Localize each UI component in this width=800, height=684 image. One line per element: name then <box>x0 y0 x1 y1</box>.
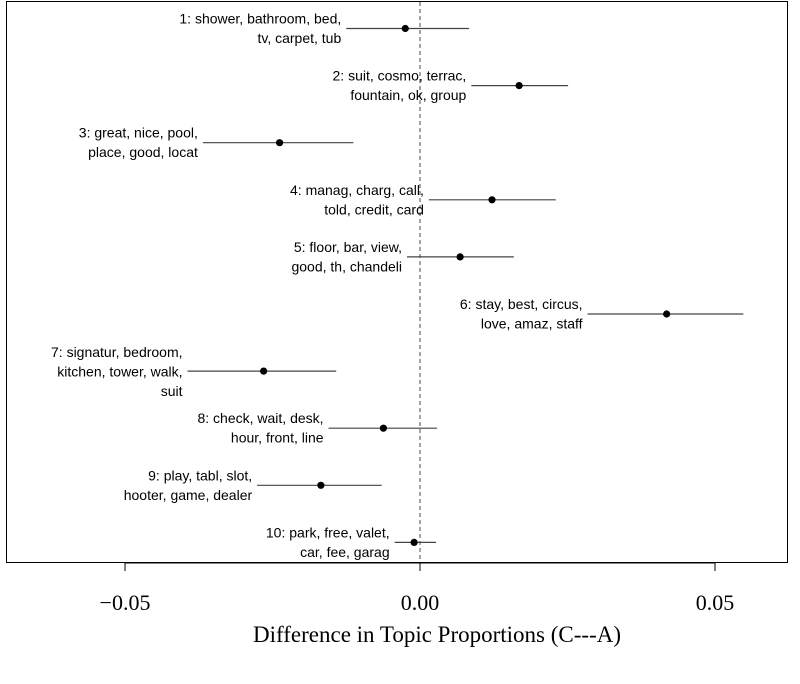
topic-label-line: tv, carpet, tub <box>257 30 341 46</box>
topic-7: 7: signatur, bedroom, kitchen, tower, wal… <box>51 344 337 399</box>
topic-label-line: told, credit, card <box>324 201 424 217</box>
topic-label-line: good, th, chandeli <box>291 258 402 274</box>
topic-3: 3: great, nice, pool, place, good, locat <box>79 125 354 160</box>
x-tick-label: −0.05 <box>100 590 151 615</box>
point-estimate <box>515 82 523 90</box>
topic-label-line: place, good, locat <box>88 144 198 160</box>
topic-label-line: hour, front, line <box>231 430 324 446</box>
point-estimate <box>317 481 325 489</box>
topic-label-line: 8: check, wait, desk, <box>197 410 323 426</box>
point-estimate <box>410 538 418 547</box>
topic-label-line: 7: signatur, bedroom, <box>51 344 183 360</box>
topic-6: 6: stay, best, circus, love, amaz, staff <box>460 296 744 332</box>
point-estimate <box>379 424 388 432</box>
point-estimate <box>456 253 464 261</box>
topic-4: 4: manag, charg, call, told, credit, card <box>290 182 556 217</box>
topic-label-line: hooter, game, dealer <box>124 487 253 503</box>
topic-5: 5: floor, bar, view, good, th, chandeli <box>291 239 514 274</box>
topic-label-line: 3: great, nice, pool, <box>79 125 198 141</box>
x-tick-label: 0.05 <box>696 590 735 615</box>
topic-2: 2: suit, cosmo, terrac, fountain, ok, gro… <box>333 68 569 103</box>
topic-label-line: 10: park, free, valet, <box>266 524 390 540</box>
point-estimate <box>260 367 268 375</box>
topic-label-line: 9: play, tabl, slot, <box>148 467 252 483</box>
point-estimate <box>663 310 671 318</box>
x-tick-label: 0.00 <box>401 590 440 615</box>
topic-label-line: suit <box>161 383 183 399</box>
topic-label-line: 2: suit, cosmo, terrac, <box>333 68 467 84</box>
topic-label-line: 4: manag, charg, call, <box>290 182 424 198</box>
topic-1: 1: shower, bathroom, bed, tv, carpet, tub <box>179 11 469 46</box>
point-estimate <box>275 139 284 147</box>
x-axis-title: Difference in Topic Proportions (C---A) <box>253 622 621 647</box>
topic-label-line: fountain, ok, group <box>350 87 466 103</box>
topic-label-line: 5: floor, bar, view, <box>294 239 402 255</box>
topic-8: 8: check, wait, desk, hour, front, line <box>197 410 438 446</box>
plot-frame <box>6 1 788 563</box>
topic-label-line: 6: stay, best, circus, <box>460 296 583 312</box>
point-estimate <box>401 24 409 33</box>
topic-label-line: love, amaz, staff <box>481 316 583 332</box>
topic-10: 10: park, free, valet, car, fee, garag <box>266 524 436 560</box>
topic-9: 9: play, tabl, slot, hooter, game, dealer <box>124 467 382 503</box>
topic-label-line: kitchen, tower, walk, <box>57 364 182 380</box>
topic-label-line: 1: shower, bathroom, bed, <box>179 11 341 27</box>
point-estimate <box>488 196 496 204</box>
topic-label-line: car, fee, garag <box>300 544 390 560</box>
